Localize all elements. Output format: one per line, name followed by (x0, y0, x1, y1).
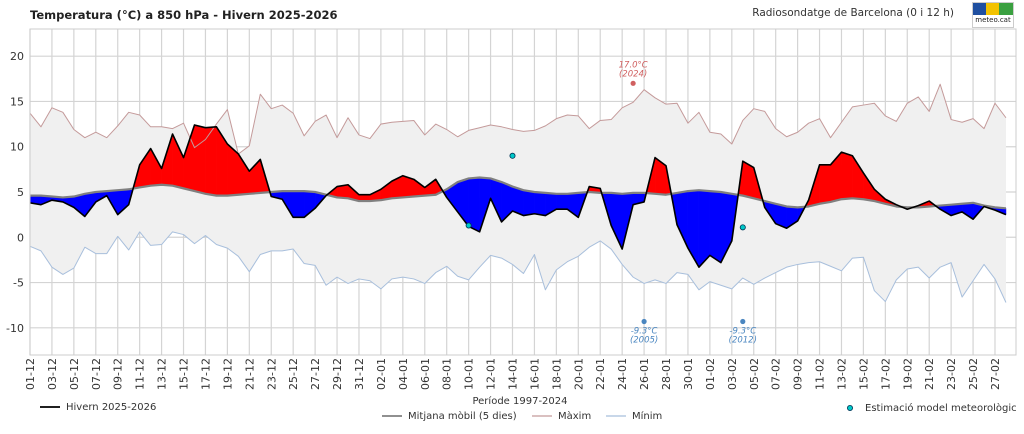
y-tick-label: 10 (10, 141, 24, 154)
y-tick-label: 0 (17, 231, 24, 244)
fill-above-mean (841, 151, 853, 200)
axes: -10 -5 0 5 10 15 20 01-12 03-12 05-12 07-12 09-12 11… (6, 28, 1017, 407)
x-tick-label: 18-01 (550, 358, 563, 390)
chart-title: Temperatura (°C) a 850 hPa - Hivern 2025… (30, 8, 338, 22)
record-label-year: (2005) (630, 335, 658, 345)
legend-label: Mitjana mòbil (5 dies) (408, 410, 517, 422)
record-marker (630, 80, 636, 86)
record-label-value: -9.3°C (729, 326, 756, 336)
y-tick-label: 15 (10, 95, 24, 108)
current-winter-line (29, 124, 1007, 268)
x-tick-label: 25-12 (287, 358, 300, 390)
x-tick-label: 05-12 (68, 358, 81, 390)
x-tick-label: 28-01 (660, 358, 673, 390)
x-tick-label: 01-12 (24, 358, 37, 390)
model-estimate-marker (465, 222, 472, 229)
model-estimate-marker (509, 152, 516, 159)
x-tick-label: 17-02 (879, 358, 892, 390)
legend-label: Hivern 2025-2026 (66, 402, 156, 413)
moving-mean-line (30, 176, 1007, 210)
fill-below-mean (292, 190, 305, 218)
fill-above-mean (819, 164, 831, 205)
x-tick-label: 30-01 (682, 358, 695, 390)
fill-below-mean (709, 190, 722, 264)
y-tick-label: -5 (13, 277, 24, 290)
legend-label: Estimació model meteorològic (865, 402, 1017, 414)
x-tick-label: 15-02 (857, 358, 870, 390)
x-tick-label: 27-12 (309, 358, 322, 390)
logo-green-block (999, 3, 1013, 15)
y-tick-label: 5 (17, 186, 24, 199)
x-tick-label: 26-01 (638, 358, 651, 390)
legend: Hivern 2025-2026 Mitjana mòbil (5 dies) Mà… (40, 402, 1017, 422)
fill-below-mean (534, 191, 546, 216)
x-tick-label: 11-02 (814, 358, 827, 390)
x-tick-label: 24-01 (616, 358, 629, 390)
x-tick-label: 20-01 (572, 358, 585, 390)
x-axis-label: Període 1997-2024 (472, 395, 567, 407)
x-tick-label: 13-02 (835, 358, 848, 390)
x-tick-label: 29-12 (331, 358, 344, 390)
meteocat-logo: meteo.cat (972, 2, 1014, 28)
x-tick-label: 19-02 (901, 358, 914, 390)
record-marker (740, 318, 746, 325)
series-lines (29, 83, 1007, 303)
y-tick-label: 20 (10, 50, 24, 63)
record-label-value: -9.3°C (631, 326, 658, 336)
x-tick-label: 23-02 (945, 358, 958, 390)
x-tick-label: 14-01 (507, 358, 520, 390)
legend-label: Mínim (632, 410, 662, 422)
fill-above-mean (194, 124, 206, 195)
record-marker (641, 318, 647, 325)
x-tick-label: 03-02 (726, 358, 739, 390)
legend-label: Màxim (558, 410, 591, 422)
min-line (29, 231, 1007, 303)
x-tick-label: 06-01 (419, 358, 432, 390)
x-tick-label: 19-12 (221, 358, 234, 390)
x-tick-label: 15-12 (178, 358, 191, 390)
x-tick-label: 27-02 (989, 358, 1002, 390)
fill-below-mean (698, 189, 711, 268)
annotations: 17.0°C(2024)-9.3°C(2005)-9.3°C(2012) (465, 60, 757, 345)
x-tick-label: 05-02 (748, 358, 761, 390)
chart-source: Radiosondatge de Barcelona (0 i 12 h) (752, 7, 954, 19)
fill-below-mean (523, 189, 535, 216)
x-tick-label: 09-12 (112, 358, 125, 390)
logo-blue-block (973, 3, 986, 15)
x-tick-label: 21-12 (243, 358, 256, 390)
record-label-year: (2024) (619, 69, 647, 79)
model-estimate-marker (739, 224, 746, 231)
x-tick-label: 23-12 (265, 358, 278, 390)
record-label-year: (2012) (729, 335, 757, 345)
x-tick-label: 16-01 (528, 358, 541, 390)
x-tick-label: 22-01 (594, 358, 607, 390)
logo-text: meteo.cat (975, 16, 1011, 24)
x-tick-label: 03-12 (46, 358, 59, 390)
x-tick-label: 07-12 (90, 358, 103, 390)
x-tick-label: 02-01 (375, 358, 388, 390)
x-tick-label: 01-02 (704, 358, 717, 390)
x-tick-label: 17-12 (199, 358, 212, 390)
plot-frame (29, 28, 1017, 356)
x-tick-label: 04-01 (397, 358, 410, 390)
x-tick-label: 09-02 (792, 358, 805, 390)
y-tick-label: -10 (6, 322, 24, 335)
fill-below-mean (556, 193, 568, 210)
x-tick-label: 12-01 (485, 358, 498, 390)
x-tick-label: 11-12 (134, 358, 147, 390)
x-tick-label: 25-02 (967, 358, 980, 390)
legend-marker (847, 404, 854, 411)
x-tick-label: 10-01 (463, 358, 476, 390)
x-tick-label: 13-12 (156, 358, 169, 390)
x-tick-label: 07-02 (770, 358, 783, 390)
x-tick-label: 08-01 (441, 358, 454, 390)
x-tick-label: 31-12 (353, 358, 366, 390)
max-line (29, 83, 1007, 155)
x-tick-label: 21-02 (923, 358, 936, 390)
record-label-value: 17.0°C (619, 60, 648, 70)
logo-sun-block (986, 3, 999, 15)
